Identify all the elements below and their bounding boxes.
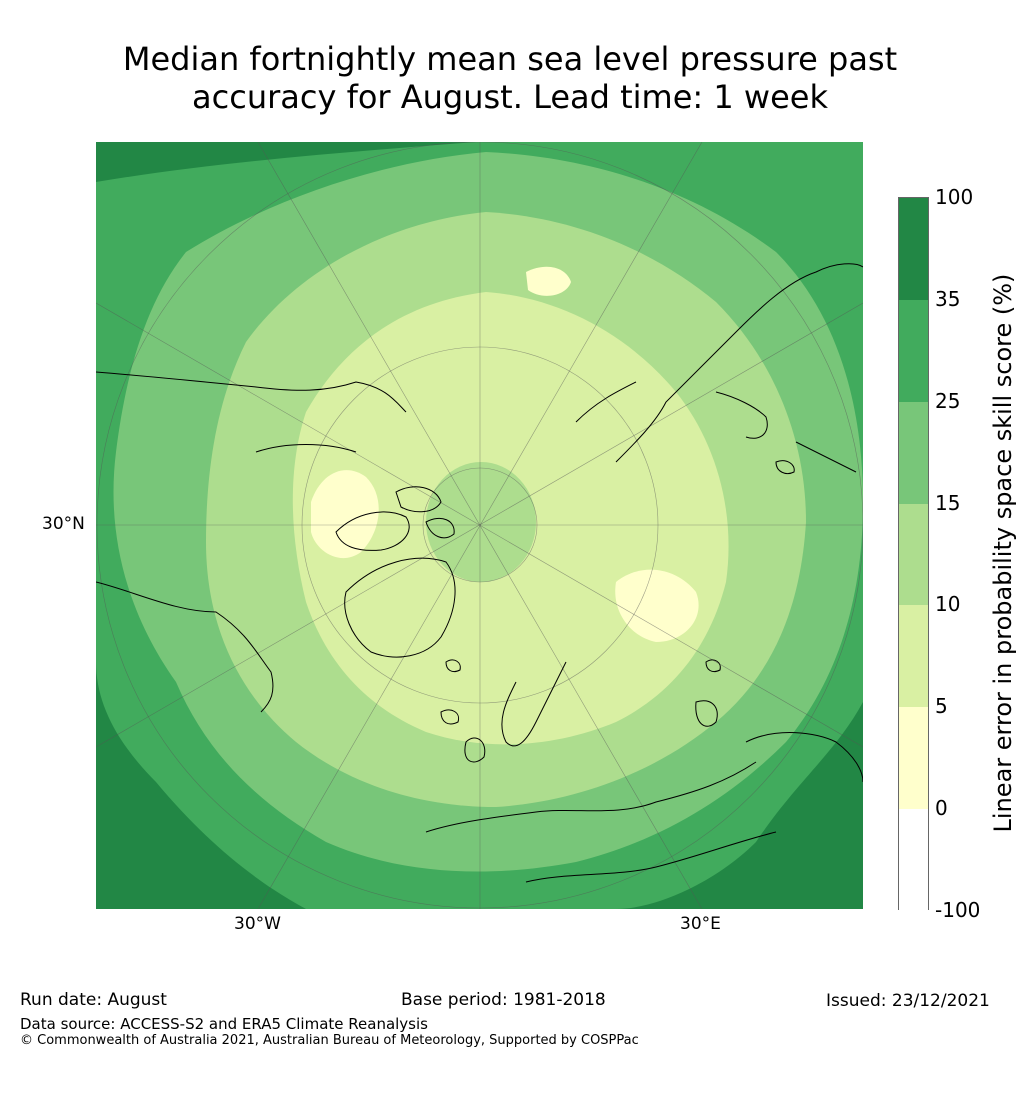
colorbar-segment (899, 809, 928, 911)
colorbar-tick-label: 15 (935, 490, 961, 515)
base-period: Base period: 1981-2018 (401, 990, 606, 1010)
lon-30e-label: 30°E (680, 914, 721, 934)
colorbar-tick-label: 100 (935, 185, 974, 209)
map-canvas (96, 142, 863, 909)
colorbar-tick-label: 0 (935, 796, 948, 821)
polar-skill-map (96, 142, 863, 909)
lon-30w-label: 30°W (234, 914, 281, 934)
colorbar (898, 197, 929, 911)
colorbar-segment (899, 503, 928, 606)
data-source: Data source: ACCESS-S2 and ERA5 Climate … (20, 1015, 428, 1033)
map-title: Median fortnightly mean sea level pressu… (0, 40, 1020, 116)
copyright: © Commonwealth of Australia 2021, Austra… (20, 1033, 639, 1048)
colorbar-segment (899, 299, 928, 402)
skill-zone-0-5-east (615, 569, 699, 642)
colorbar-segment (899, 707, 928, 810)
graticule (96, 142, 863, 909)
colorbar-tick-label: 25 (935, 388, 961, 413)
coastlines (96, 263, 863, 883)
colorbar-tick-label: 5 (935, 694, 948, 719)
colorbar-segment (899, 605, 928, 708)
issued-date: Issued: 23/12/2021 (826, 991, 990, 1011)
skill-zone-0-5-north (526, 266, 571, 296)
colorbar-title: Linear error in probability space skill … (989, 273, 1017, 833)
colorbar-tick-label: -100 (935, 898, 981, 922)
colorbar-tick-label: 10 (935, 592, 961, 617)
lat-30n-label: 30°N (42, 514, 85, 534)
colorbar-segment (899, 198, 928, 300)
colorbar-tick-label: 35 (935, 286, 961, 311)
run-date: Run date: August (20, 990, 167, 1010)
skill-zone-0-5 (311, 470, 379, 559)
title-line-1: Median fortnightly mean sea level pressu… (122, 40, 898, 78)
colorbar-segment (899, 401, 928, 504)
title-line-2: accuracy for August. Lead time: 1 week (192, 78, 828, 116)
polar-cap-zone (426, 462, 536, 582)
